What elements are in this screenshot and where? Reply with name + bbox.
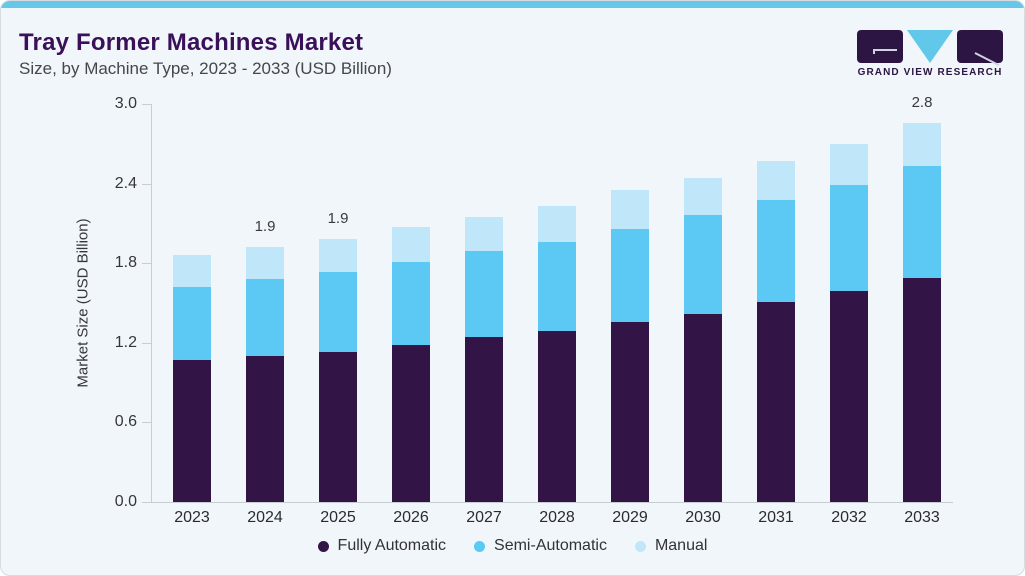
x-tick-label-2025: 2025 <box>320 509 356 526</box>
legend-dot-icon <box>474 540 486 552</box>
bar-segment-fully-automatic-2028 <box>538 330 576 502</box>
bar-segment-manual-2025 <box>319 239 357 273</box>
x-tick-label-2028: 2028 <box>539 509 575 526</box>
bar-segment-fully-automatic-2031 <box>757 301 795 502</box>
x-tick-label-2024: 2024 <box>247 509 283 526</box>
y-tick-label: 1.8 <box>114 254 137 272</box>
y-tick-label: 0.0 <box>114 493 137 510</box>
legend-item-fully-automatic: Fully Automatic <box>317 537 447 555</box>
bar-segment-semi-automatic-2023 <box>173 287 211 361</box>
bar-segment-fully-automatic-2032 <box>830 291 868 502</box>
y-tick-label: 3.0 <box>114 95 137 112</box>
logo-g-glyph <box>873 49 897 54</box>
accent-strip <box>1 1 1024 8</box>
legend-label: Semi-Automatic <box>494 537 607 554</box>
y-tick-mark <box>142 183 151 185</box>
bar-segment-fully-automatic-2027 <box>465 337 503 502</box>
legend-item-semi-automatic: Semi-Automatic <box>474 537 607 555</box>
bar-segment-manual-2027 <box>465 216 503 252</box>
y-tick-mark <box>142 104 151 105</box>
bar-segment-fully-automatic-2025 <box>319 352 357 502</box>
bar-segment-semi-automatic-2025 <box>319 272 357 353</box>
x-tick-label-2032: 2032 <box>831 509 867 526</box>
bar-segment-manual-2032 <box>830 143 868 185</box>
bar-segment-semi-automatic-2029 <box>611 228 649 322</box>
bar-segment-semi-automatic-2033 <box>903 166 941 278</box>
chart-legend: Fully Automatic Semi-Automatic Manual <box>1 537 1024 555</box>
bar-segment-fully-automatic-2023 <box>173 360 211 502</box>
bar-segment-fully-automatic-2029 <box>611 321 649 502</box>
bar-value-label-2033: 2.8 <box>911 93 933 111</box>
x-tick-label-2030: 2030 <box>685 509 721 526</box>
logo-r-block-icon <box>957 30 1003 67</box>
bar-value-label-2025: 1.9 <box>327 210 349 228</box>
x-tick-label-2029: 2029 <box>612 509 648 526</box>
bar-segment-semi-automatic-2027 <box>465 251 503 338</box>
y-tick-label: 2.4 <box>114 174 137 192</box>
legend-label: Manual <box>654 537 708 554</box>
y-tick-mark <box>142 263 151 265</box>
x-axis-line <box>142 502 953 503</box>
logo-wordmark: GRAND VIEW RESEARCH <box>857 67 1003 78</box>
bar-segment-manual-2024 <box>246 247 284 280</box>
bar-segment-manual-2023 <box>173 255 211 288</box>
bar-segment-semi-automatic-2024 <box>246 279 284 357</box>
y-axis-line <box>151 104 152 502</box>
x-tick-label-2026: 2026 <box>393 509 429 526</box>
logo-g-block-icon <box>857 30 903 63</box>
bar-segment-fully-automatic-2024 <box>246 356 284 502</box>
bar-segment-manual-2029 <box>611 190 649 229</box>
y-axis-title: Market Size (USD Billion) <box>74 218 92 388</box>
y-tick-label: 0.6 <box>114 413 137 431</box>
bar-segment-semi-automatic-2028 <box>538 241 576 331</box>
y-tick-label: 1.2 <box>114 333 137 351</box>
bar-segment-semi-automatic-2032 <box>830 184 868 292</box>
bar-segment-semi-automatic-2026 <box>392 261 430 346</box>
bar-segment-manual-2030 <box>684 178 722 216</box>
page-subtitle: Size, by Machine Type, 2023 - 2033 (USD … <box>19 59 392 78</box>
x-tick-label-2033: 2033 <box>904 509 940 526</box>
y-tick-mark <box>142 502 151 503</box>
x-tick-label-2023: 2023 <box>174 509 210 526</box>
bar-segment-fully-automatic-2026 <box>392 345 430 502</box>
bar-segment-manual-2031 <box>757 161 795 200</box>
legend-dot-icon <box>634 540 646 552</box>
bar-segment-manual-2026 <box>392 227 430 262</box>
bar-value-label-2024: 1.9 <box>254 218 276 236</box>
legend-item-manual: Manual <box>634 537 708 555</box>
y-tick-mark <box>142 422 151 424</box>
x-tick-label-2031: 2031 <box>758 509 794 526</box>
bar-segment-manual-2033 <box>903 122 941 167</box>
bar-segment-fully-automatic-2030 <box>684 313 722 502</box>
page-title: Tray Former Machines Market <box>19 29 364 56</box>
bar-segment-semi-automatic-2030 <box>684 215 722 314</box>
grand-view-research-logo: GRAND VIEW RESEARCH <box>857 30 1003 78</box>
legend-dot-icon <box>317 540 329 552</box>
x-tick-label-2027: 2027 <box>466 509 502 526</box>
y-tick-mark <box>142 342 151 344</box>
bar-segment-manual-2028 <box>538 206 576 242</box>
bar-segment-semi-automatic-2031 <box>757 199 795 302</box>
bar-segment-fully-automatic-2033 <box>903 277 941 502</box>
legend-label: Fully Automatic <box>337 537 447 554</box>
